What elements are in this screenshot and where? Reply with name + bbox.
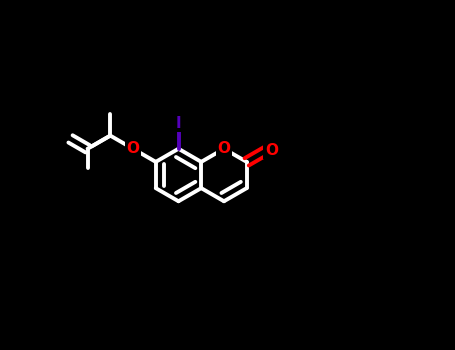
Text: O: O <box>217 141 231 155</box>
Text: O: O <box>265 142 278 158</box>
Text: I: I <box>176 116 181 131</box>
Text: O: O <box>126 141 140 156</box>
